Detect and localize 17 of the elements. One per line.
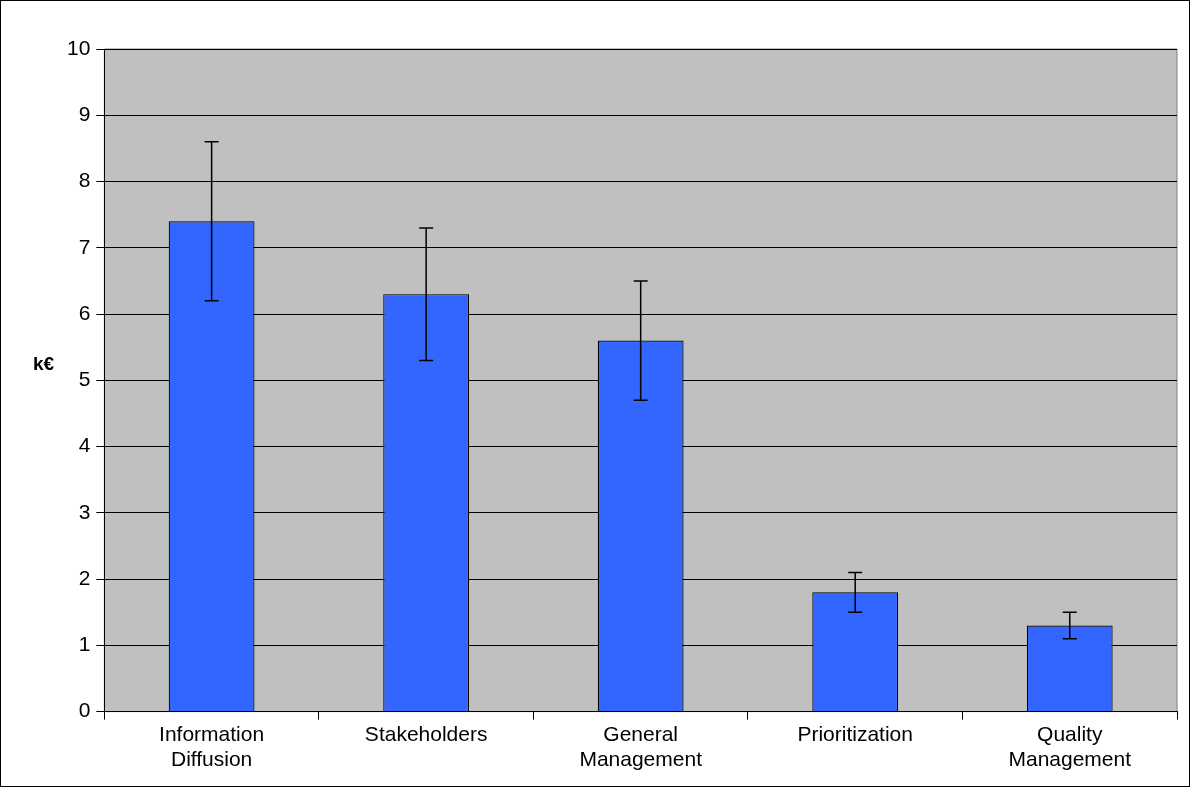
y-tick-label: 0 (78, 698, 91, 722)
x-tick-label: Prioritization (797, 722, 913, 745)
y-tick-label: 4 (78, 433, 91, 457)
x-tick-label: Information Diffusion (159, 722, 265, 771)
y-tick-label: 1 (78, 632, 91, 656)
x-tick-label: Quality Management (1008, 722, 1132, 771)
y-tick-label: 10 (67, 35, 91, 59)
y-tick-label: 9 (78, 102, 91, 126)
y-tick-label: 8 (78, 168, 91, 192)
y-tick-label: 6 (78, 300, 91, 324)
y-tick-label: 5 (78, 367, 91, 391)
x-tick-label: General Management (579, 722, 703, 771)
x-tick-label: Stakeholders (364, 722, 488, 745)
y-tick-label: 7 (78, 234, 91, 258)
y-tick-label: 3 (78, 499, 91, 523)
y-axis-title: k€ (33, 353, 55, 375)
y-tick-label: 2 (78, 565, 91, 589)
